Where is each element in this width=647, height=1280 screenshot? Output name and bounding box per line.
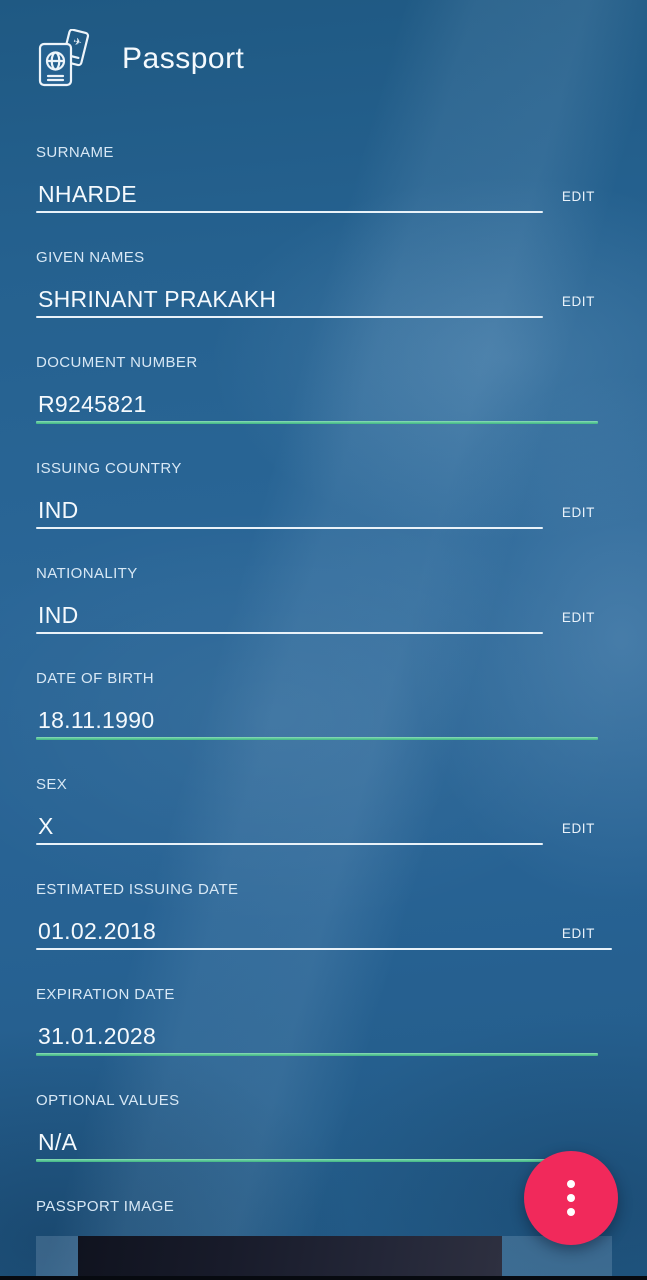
field-underline <box>36 421 598 424</box>
field-underline <box>36 316 543 318</box>
plane-glyph: ✈ <box>72 36 83 49</box>
fab-menu-button[interactable] <box>524 1151 618 1245</box>
field-nationality: NATIONALITY IND EDIT <box>36 565 647 634</box>
passport-icon: ✈ <box>38 29 90 87</box>
field-value[interactable]: R9245821 <box>38 391 147 417</box>
field-given-names: GIVEN NAMES SHRINANT PRAKAKH EDIT <box>36 249 647 318</box>
edit-button[interactable]: EDIT <box>562 821 595 840</box>
field-issuing-country: ISSUING COUNTRY IND EDIT <box>36 460 647 529</box>
passport-image-label: PASSPORT IMAGE <box>36 1198 175 1215</box>
field-value[interactable]: IND <box>38 602 79 628</box>
bottom-edge-bar <box>0 1276 647 1280</box>
field-value[interactable]: IND <box>38 497 79 523</box>
field-underline <box>36 737 598 740</box>
field-optional-values: OPTIONAL VALUES N/A <box>36 1092 647 1162</box>
edit-button[interactable]: EDIT <box>562 926 595 945</box>
field-label: EXPIRATION DATE <box>36 986 175 1003</box>
kebab-menu-icon <box>567 1180 575 1216</box>
edit-button[interactable]: EDIT <box>562 189 595 208</box>
edit-button[interactable]: EDIT <box>562 610 595 629</box>
field-value[interactable]: NHARDE <box>38 181 137 207</box>
field-list: SURNAME NHARDE EDIT GIVEN NAMES SHRINANT… <box>36 144 647 1216</box>
field-label: SEX <box>36 776 68 793</box>
field-underline <box>36 527 543 529</box>
field-value[interactable]: 18.11.1990 <box>38 707 155 733</box>
page-title: Passport <box>122 42 245 75</box>
field-value[interactable]: SHRINANT PRAKAKH <box>38 286 277 312</box>
field-expiration-date: EXPIRATION DATE 31.01.2028 <box>36 986 647 1056</box>
edit-button[interactable]: EDIT <box>562 505 595 524</box>
field-underline <box>36 632 543 634</box>
field-label: OPTIONAL VALUES <box>36 1092 180 1109</box>
field-estimated-issuing-date: ESTIMATED ISSUING DATE 01.02.2018 EDIT <box>36 881 647 950</box>
field-label: DATE OF BIRTH <box>36 670 154 687</box>
field-underline <box>36 1053 598 1056</box>
field-value[interactable]: X <box>38 813 54 839</box>
edit-button[interactable]: EDIT <box>562 294 595 313</box>
field-document-number: DOCUMENT NUMBER R9245821 <box>36 354 647 424</box>
field-value[interactable]: N/A <box>38 1129 78 1155</box>
field-value[interactable]: 31.01.2028 <box>38 1023 157 1049</box>
field-value[interactable]: 01.02.2018 <box>38 918 157 944</box>
field-label: GIVEN NAMES <box>36 249 145 266</box>
field-label: ISSUING COUNTRY <box>36 460 182 477</box>
field-label: SURNAME <box>36 144 114 161</box>
passport-image-strip <box>36 1236 612 1280</box>
field-underline <box>36 843 543 845</box>
field-underline <box>36 1159 598 1162</box>
field-sex: SEX X EDIT <box>36 776 647 845</box>
passport-image[interactable] <box>78 1236 502 1280</box>
field-label: ESTIMATED ISSUING DATE <box>36 881 239 898</box>
field-date-of-birth: DATE OF BIRTH 18.11.1990 <box>36 670 647 740</box>
field-underline <box>36 948 612 950</box>
passport-screen: ✈ Passport SURNAME NHARDE EDIT GIVEN NAM… <box>36 29 647 1216</box>
field-label: DOCUMENT NUMBER <box>36 354 198 371</box>
field-surname: SURNAME NHARDE EDIT <box>36 144 647 213</box>
app-header: ✈ Passport <box>36 29 647 88</box>
field-label: NATIONALITY <box>36 565 138 582</box>
field-underline <box>36 211 543 213</box>
